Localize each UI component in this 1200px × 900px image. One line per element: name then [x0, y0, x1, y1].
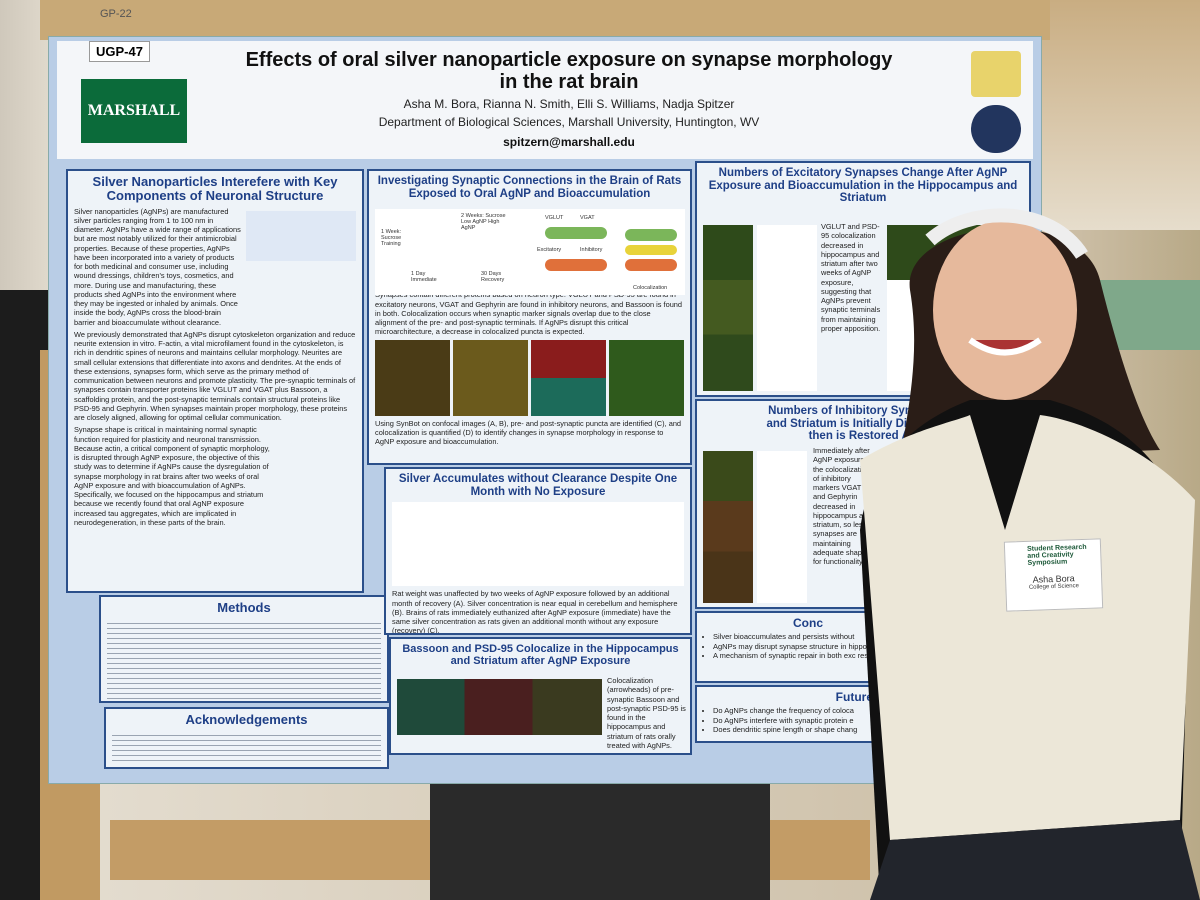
affiliation: Department of Biological Sciences, Marsh… — [378, 115, 760, 129]
diagram-label: VGAT — [580, 215, 595, 221]
bullet: Does dendritic spine length or shape cha… — [713, 725, 1023, 734]
bullet: A mechanism of synaptic repair in both e… — [713, 651, 1023, 660]
heading: Investigating Synaptic Connections in th… — [377, 175, 682, 200]
paragraph: Immediately after AgNP exposure, the col… — [813, 446, 872, 566]
synapse-shape — [625, 245, 677, 255]
name-badge: Student Research and Creativity Symposiu… — [1003, 538, 1104, 612]
images — [703, 225, 753, 391]
images — [703, 451, 753, 603]
poster: UGP-47 MARSHALL Effects of oral silver n… — [48, 36, 1042, 784]
heading: Acknowledgements — [185, 712, 308, 727]
paragraph: Colocalization (arrowheads) of pre-synap… — [607, 676, 686, 750]
diagram-label: 2 Weeks: Sucrose Low AgNP High AgNP — [461, 213, 506, 231]
caption: Using SynBot on confocal images (A, B), … — [375, 418, 682, 447]
paragraph: Silver nanoparticles (AgNPs) are manufac… — [74, 206, 241, 327]
heading: Conc — [793, 616, 823, 630]
diagram-label: 30 Days Recovery — [481, 271, 505, 283]
connections-section: Investigating Synaptic Connections in th… — [367, 169, 692, 465]
ack-text — [112, 731, 381, 762]
diagram-label: VGLUT — [545, 215, 564, 221]
bullet: Do AgNPs change the frequency of coloca — [713, 706, 1023, 715]
paragraph: Rat weight was unaffected by two weeks o… — [392, 589, 678, 635]
bullet: Silver bioaccumulates and persists witho… — [713, 632, 1023, 641]
wv-logo — [971, 105, 1021, 153]
diagram-label: Excitatory — [537, 247, 562, 253]
chair — [430, 770, 770, 900]
smile — [968, 337, 1042, 356]
email: spitzern@marshall.edu — [503, 135, 635, 149]
paragraph: Synapses contain different proteins base… — [375, 290, 683, 337]
future-section: Future Do AgNPs change the frequency of … — [695, 685, 1031, 743]
diagram-label: 1 Week: Sucrose Training — [381, 229, 402, 247]
colocalize-section: Bassoon and PSD-95 Colocalize in the Hip… — [389, 637, 692, 755]
ack-section: Acknowledgements — [104, 707, 389, 769]
methods-section: Methods — [99, 595, 389, 703]
board-tag: GP-22 — [100, 8, 132, 20]
poster-id: UGP-47 — [89, 41, 150, 62]
authors: Asha M. Bora, Rianna N. Smith, Elli S. W… — [403, 97, 735, 111]
confocal-images — [375, 339, 684, 416]
synapse-shape — [625, 259, 677, 271]
graphs — [392, 502, 684, 587]
poster-title: Effects of oral silver nanoparticle expo… — [245, 49, 893, 93]
synapse-shape — [545, 259, 607, 271]
presenter — [860, 208, 1200, 900]
heading: Methods — [217, 600, 271, 615]
heading: Silver Accumulates without Clearance Des… — [398, 473, 678, 498]
face — [933, 220, 1077, 400]
colocalization-images — [397, 679, 602, 735]
board-top — [40, 0, 1050, 40]
diagram-label: Inhibitory — [580, 247, 603, 253]
intro-section: Silver Nanoparticles Interefere with Key… — [66, 169, 364, 593]
synapse-shape — [625, 229, 677, 241]
heading: Silver Nanoparticles Interefere with Key… — [92, 174, 338, 204]
paragraph: We previously demonstrated that AgNPs di… — [74, 329, 356, 423]
headband — [925, 208, 1088, 260]
image — [531, 339, 606, 416]
image — [453, 339, 528, 416]
heading: Numbers of Excitatory Synapses Change Af… — [708, 167, 1018, 205]
bullet: Do AgNPs interfere with synaptic protein… — [713, 716, 1023, 725]
poster-header — [57, 41, 1033, 159]
image — [375, 339, 450, 416]
diagram-label: 1 Day Immediate — [411, 271, 437, 283]
heading: Bassoon and PSD-95 Colocalize in the Hip… — [402, 643, 679, 668]
synapse-shape — [545, 227, 607, 239]
sweater-vest — [860, 415, 1195, 840]
bullet: AgNPs may disrupt synapse structure in h… — [713, 642, 1023, 651]
diagram-label: Colocalization — [633, 285, 668, 291]
diagram: 1 Week: Sucrose Training 2 Weeks: Sucros… — [375, 209, 685, 295]
nasa-logo — [971, 51, 1021, 97]
badge-event: Student Research and Creativity Symposiu… — [1026, 543, 1087, 567]
heading-line: then is Restored Aft — [808, 430, 918, 443]
logo: MARSHALL — [81, 79, 187, 143]
paragraph: VGLUT and PSD-95 colocalization decrease… — [821, 222, 881, 333]
skirt — [870, 820, 1200, 900]
histogram-figure — [246, 211, 356, 261]
accumulation-section: Silver Accumulates without Clearance Des… — [384, 467, 692, 635]
wall-panel — [1030, 0, 1200, 230]
plots — [757, 451, 807, 603]
image — [609, 339, 684, 416]
paragraph: Synapse shape is critical in maintaining… — [74, 425, 270, 527]
methods-text — [107, 619, 381, 700]
plots — [757, 225, 817, 391]
heading: Future — [835, 690, 873, 704]
